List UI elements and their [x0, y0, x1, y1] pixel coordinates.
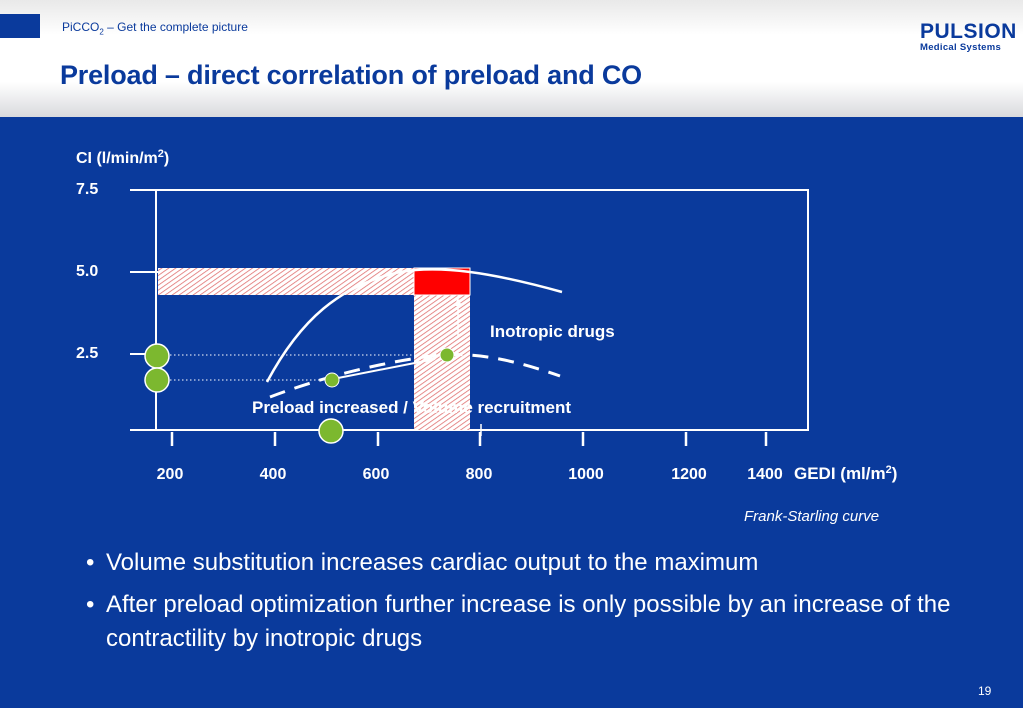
point-before [324, 372, 340, 388]
logo-subtitle: Medical Systems [920, 42, 1002, 53]
header-bar: PiCCO2 – Get the complete picture Differ… [0, 0, 1023, 117]
preload-arrowhead [425, 355, 436, 365]
header-square-mark [0, 14, 40, 38]
y-axis-label: CI (l/min/m2) [76, 148, 169, 167]
marker-x [318, 418, 344, 444]
logo-brand: PULSION [920, 20, 1017, 43]
bullet-list: Volume substitution increases cardiac ou… [86, 546, 996, 664]
marker-y-lower [144, 367, 170, 393]
x-tick-label: 1200 [671, 466, 707, 483]
x-axis-label: GEDI (ml/m2) [794, 464, 897, 483]
y-tick-label: 2.5 [76, 345, 98, 362]
y-tick-label: 7.5 [76, 181, 98, 198]
page-number: 19 [978, 684, 992, 698]
page-title: Preload – direct correlation of preload … [60, 60, 642, 90]
x-tick-label: 1000 [568, 466, 604, 483]
x-tick-label: 1400 [747, 466, 783, 483]
annotation-preload: Preload increased / Volume recruitment [252, 398, 571, 417]
hatched-band-horizontal [158, 268, 414, 295]
hatched-band-vertical [414, 295, 470, 430]
tagline: PiCCO2 – Get the complete picture [62, 20, 248, 37]
optimum-block [413, 267, 471, 296]
x-tick-label: 200 [157, 466, 184, 483]
bullet-item: Volume substitution increases cardiac ou… [86, 546, 996, 580]
starling-curve-normal [265, 268, 563, 383]
figure-caption: Frank-Starling curve [744, 508, 880, 525]
point-after [439, 347, 455, 363]
preload-arrow [337, 359, 431, 379]
x-tick-label: 800 [466, 466, 493, 483]
inotropic-arrowhead [454, 298, 462, 306]
marker-y-upper [144, 343, 170, 369]
plot-frame [155, 189, 809, 431]
bullet-item: After preload optimization further incre… [86, 588, 996, 656]
x-tick-label: 400 [260, 466, 287, 483]
annotation-inotropic: Inotropic drugs [490, 322, 615, 341]
ghost-title: Differenzierung: Volumen / Katecholamine [246, 38, 607, 58]
y-tick-label: 5.0 [76, 263, 98, 280]
x-tick-label: 600 [363, 466, 390, 483]
company-logo: PULSION Medical Systems [920, 20, 1017, 53]
frank-starling-diagram: CI (l/min/m2) 7.5 5.0 2.5 200 400 600 80… [76, 148, 897, 483]
